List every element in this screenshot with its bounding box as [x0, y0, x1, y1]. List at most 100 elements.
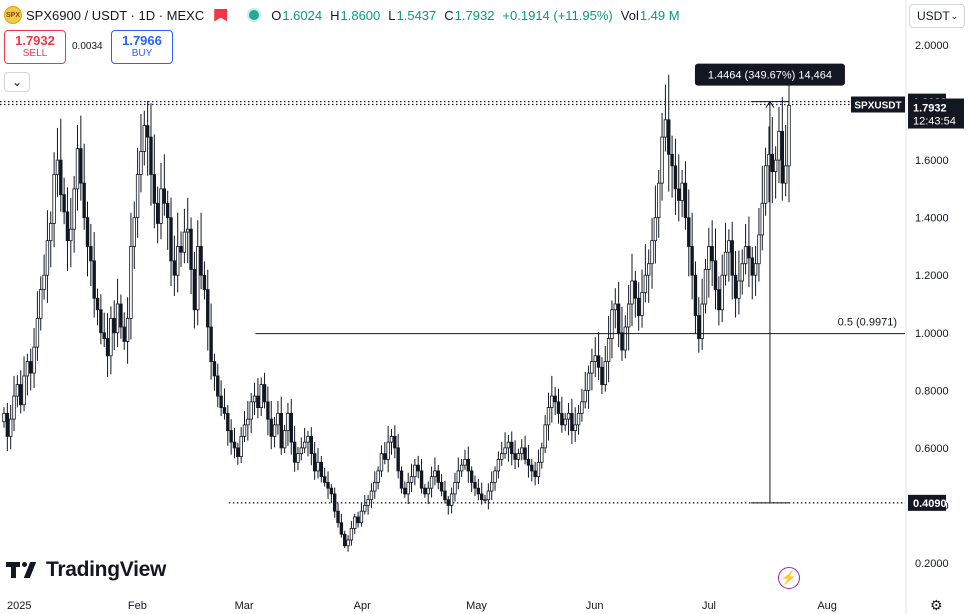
- x-tick-label: Feb: [128, 600, 147, 612]
- candle-body: [95, 297, 100, 311]
- candle-body: [670, 153, 674, 167]
- candle-body: [125, 317, 130, 342]
- candle-body: [25, 361, 30, 377]
- x-tick-label: May: [466, 600, 487, 612]
- candle-body: [730, 240, 734, 276]
- candle-body: [82, 182, 86, 219]
- candle-body: [119, 303, 123, 328]
- candle-body: [356, 516, 360, 524]
- candle-body: [556, 401, 561, 414]
- candle-body: [35, 317, 40, 348]
- buy-button[interactable]: 1.7966 BUY: [111, 30, 173, 64]
- candle-body: [393, 435, 397, 449]
- candle-body: [379, 453, 384, 472]
- lightning-icon[interactable]: ⚡: [778, 567, 800, 589]
- candle-body: [590, 361, 594, 374]
- candle-body: [657, 182, 661, 219]
- candle-body: [513, 453, 517, 460]
- candle-body: [506, 441, 511, 449]
- candle-body: [359, 510, 364, 524]
- market-status-icon: [249, 10, 260, 20]
- x-tick-label: Apr: [354, 600, 371, 612]
- candle-body: [322, 476, 327, 483]
- current-price-label: 1.7932: [913, 103, 947, 115]
- currency-selector[interactable]: USDT ⌄: [909, 4, 965, 28]
- candle-body: [209, 326, 213, 362]
- candle-body: [700, 303, 704, 339]
- y-tick-label: 1.2000: [915, 270, 949, 282]
- candle-body: [653, 217, 658, 242]
- candle-body: [533, 470, 537, 478]
- collapse-legend-button[interactable]: ⌄: [4, 72, 30, 92]
- candle-body: [436, 470, 440, 483]
- candle-body: [52, 174, 56, 224]
- candle-body: [780, 130, 785, 184]
- candle-body: [770, 153, 774, 173]
- candle-body: [413, 464, 417, 478]
- candle-body: [129, 246, 133, 319]
- range-arrowhead: [765, 100, 775, 108]
- symbol-tag-box: [851, 96, 905, 113]
- candle-body: [139, 151, 143, 175]
- candle-body: [743, 246, 748, 265]
- candle-body: [493, 470, 497, 483]
- range-label: 1.4464 (349.67%) 14,464: [708, 70, 832, 82]
- candle-body: [65, 211, 70, 242]
- candle-body: [15, 384, 20, 397]
- candle-body: [85, 217, 90, 247]
- y-tick-label: 0.6000: [915, 443, 949, 455]
- candle-body: [55, 159, 60, 175]
- candle-body: [309, 435, 314, 455]
- candle-body: [42, 274, 46, 291]
- x-tick-label: Mar: [235, 600, 254, 612]
- candle-body: [266, 401, 270, 420]
- candle-body: [105, 338, 110, 357]
- candle-body: [152, 174, 157, 204]
- candle-body: [39, 289, 43, 319]
- candle-body: [596, 355, 601, 368]
- candle-body: [550, 395, 554, 409]
- flag-icon[interactable]: [214, 8, 228, 22]
- candle-body: [636, 297, 641, 316]
- candle-body: [256, 395, 260, 409]
- candle-body: [530, 464, 534, 472]
- candle-body: [433, 470, 437, 478]
- candle-body: [383, 453, 387, 460]
- candle-body: [169, 217, 173, 262]
- candle-body: [750, 257, 754, 276]
- candle-body: [176, 246, 180, 276]
- candle-body: [299, 447, 303, 455]
- candle-body: [329, 487, 334, 495]
- candle-body: [276, 412, 280, 426]
- candle-body: [75, 148, 80, 190]
- candle-body: [616, 303, 621, 334]
- candle-body: [760, 202, 764, 236]
- candle-body: [62, 194, 66, 213]
- candle-body: [155, 202, 160, 224]
- candle-body: [763, 165, 768, 204]
- chart-header: SPX SPX6900 / USDT · 1D · MEXC O 1.6024 H 1…: [4, 5, 688, 25]
- ohlc-value: 1.6024: [282, 7, 323, 23]
- candle-body: [486, 490, 491, 501]
- candle-body: [510, 441, 514, 455]
- gear-icon[interactable]: ⚙: [930, 597, 943, 613]
- symbol-title[interactable]: SPX6900 / USDT · 1D · MEXC: [26, 7, 205, 23]
- candle-body: [523, 447, 527, 460]
- x-tick-label: Aug: [817, 600, 837, 612]
- ohlc-key: O: [271, 7, 282, 23]
- candle-body: [279, 412, 283, 449]
- candle-body: [363, 505, 367, 512]
- sell-button[interactable]: 1.7932 SELL: [4, 30, 66, 64]
- candle-body: [466, 458, 471, 472]
- candle-body: [453, 482, 457, 495]
- candle-body: [566, 412, 571, 420]
- tradingview-logo[interactable]: TradingView: [6, 558, 166, 582]
- candle-body: [610, 309, 614, 339]
- candle-body: [777, 130, 781, 161]
- candle-body: [216, 375, 220, 397]
- fib-level-label: 0.5 (0.9971): [838, 317, 897, 329]
- candle-body: [296, 453, 300, 463]
- y-tick-label: 1.0000: [915, 328, 949, 340]
- candle-body: [165, 202, 170, 219]
